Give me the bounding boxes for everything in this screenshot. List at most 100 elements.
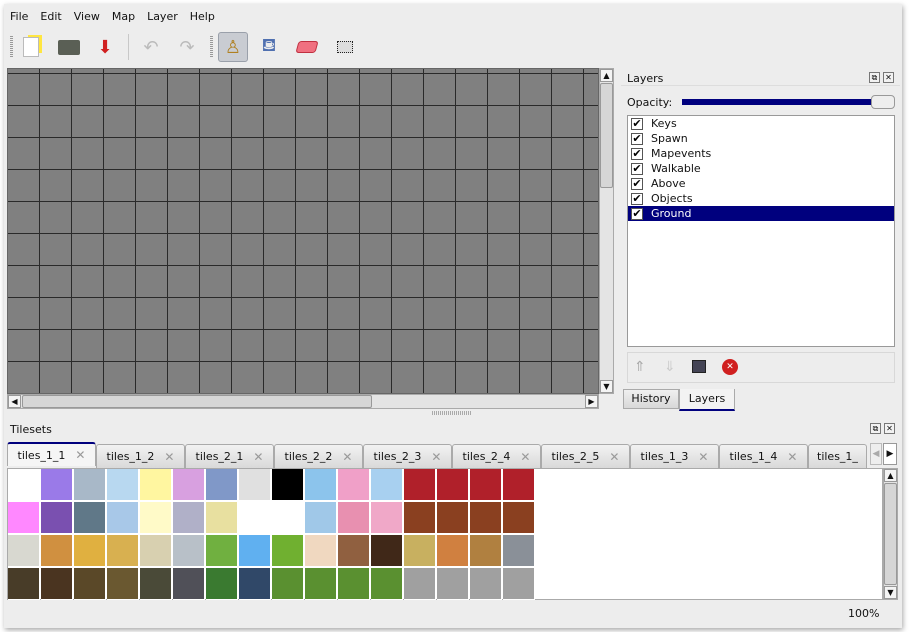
tile[interactable] <box>404 502 436 534</box>
tile[interactable] <box>8 535 40 567</box>
close-tab-icon[interactable]: ✕ <box>698 449 709 464</box>
tile[interactable] <box>8 502 40 534</box>
scroll-right-icon[interactable]: ▶ <box>585 395 598 408</box>
tile[interactable] <box>74 568 106 600</box>
close-tab-icon[interactable]: ✕ <box>253 449 264 464</box>
opacity-slider-handle[interactable] <box>871 95 895 109</box>
visibility-checkbox[interactable]: ✔ <box>631 206 643 220</box>
menu-layer[interactable]: Layer <box>147 10 178 23</box>
visibility-checkbox[interactable]: ✔ <box>631 131 643 145</box>
tile[interactable] <box>338 568 370 600</box>
tile[interactable] <box>470 535 502 567</box>
scroll-thumb[interactable] <box>22 395 372 408</box>
layer-item[interactable]: ✔ Above <box>628 176 894 191</box>
visibility-checkbox[interactable]: ✔ <box>631 146 643 160</box>
tile[interactable] <box>74 469 106 501</box>
tile[interactable] <box>503 469 535 501</box>
redo-button[interactable]: ↷ <box>172 32 202 62</box>
map-horizontal-scrollbar[interactable]: ◀ ▶ <box>7 394 599 409</box>
close-tab-icon[interactable]: ✕ <box>75 448 86 462</box>
close-tab-icon[interactable]: ✕ <box>431 449 442 464</box>
tile[interactable] <box>173 568 205 600</box>
tile[interactable] <box>206 535 238 567</box>
tile[interactable] <box>140 502 172 534</box>
new-file-button[interactable] <box>16 32 46 62</box>
tile[interactable] <box>206 469 238 501</box>
layer-item[interactable]: ✔ Mapevents <box>628 146 894 161</box>
tile[interactable] <box>371 568 403 600</box>
tile[interactable] <box>470 568 502 600</box>
tile[interactable] <box>74 502 106 534</box>
tile[interactable] <box>107 502 139 534</box>
tile[interactable] <box>107 535 139 567</box>
close-tab-icon[interactable]: ✕ <box>520 449 531 464</box>
undo-button[interactable]: ↶ <box>136 32 166 62</box>
tileset-tab[interactable]: tiles_1_ <box>808 444 867 468</box>
rect-select-button[interactable] <box>330 32 360 62</box>
map-vertical-scrollbar[interactable]: ▲ ▼ <box>599 68 614 394</box>
tile[interactable] <box>404 535 436 567</box>
duplicate-layer-icon[interactable] <box>692 360 706 373</box>
tileset-tab[interactable]: tiles_2_2 ✕ <box>274 444 363 468</box>
tileset-tab[interactable]: tiles_1_1 ✕ <box>7 442 96 466</box>
tile[interactable] <box>41 568 73 600</box>
close-tab-icon[interactable]: ✕ <box>609 449 620 464</box>
tile[interactable] <box>41 502 73 534</box>
visibility-checkbox[interactable]: ✔ <box>631 116 643 130</box>
layer-item[interactable]: ✔ Ground <box>628 206 894 221</box>
save-button[interactable]: ⬇ <box>90 32 120 62</box>
tile[interactable] <box>41 535 73 567</box>
tile[interactable] <box>437 568 469 600</box>
float-icon[interactable]: ⧉ <box>869 72 880 83</box>
tile[interactable] <box>470 502 502 534</box>
tile[interactable] <box>239 568 271 600</box>
tile[interactable] <box>404 568 436 600</box>
close-tab-icon[interactable]: ✕ <box>164 449 175 464</box>
layer-item[interactable]: ✔ Spawn <box>628 131 894 146</box>
tile[interactable] <box>371 469 403 501</box>
tile[interactable] <box>41 469 73 501</box>
scroll-up-icon[interactable]: ▲ <box>884 469 897 482</box>
tile[interactable] <box>470 469 502 501</box>
tile[interactable] <box>305 469 337 501</box>
tile[interactable] <box>272 502 304 534</box>
tileset-tab[interactable]: tiles_2_4 ✕ <box>452 444 541 468</box>
tile[interactable] <box>305 535 337 567</box>
tile[interactable] <box>239 502 271 534</box>
scroll-down-icon[interactable]: ▼ <box>600 380 613 393</box>
tile[interactable] <box>371 535 403 567</box>
scroll-left-icon[interactable]: ◀ <box>8 395 21 408</box>
tile[interactable] <box>140 469 172 501</box>
tile[interactable] <box>371 502 403 534</box>
tileset-tab[interactable]: tiles_1_4 ✕ <box>719 444 808 468</box>
scroll-up-icon[interactable]: ▲ <box>600 69 613 82</box>
layer-item[interactable]: ✔ Objects <box>628 191 894 206</box>
tile[interactable] <box>74 535 106 567</box>
tile[interactable] <box>503 568 535 600</box>
toolbar-grip[interactable] <box>10 36 13 58</box>
opacity-slider[interactable] <box>682 95 895 109</box>
remove-layer-icon[interactable]: ✕ <box>722 359 738 375</box>
tileset-tab[interactable]: tiles_1_3 ✕ <box>630 444 719 468</box>
tileset-tab[interactable]: tiles_2_1 ✕ <box>185 444 274 468</box>
stamp-brush-button[interactable]: ♙ <box>218 32 248 62</box>
tabs-scroll-right-icon[interactable]: ▶ <box>883 443 897 465</box>
map-canvas[interactable] <box>7 68 599 394</box>
visibility-checkbox[interactable]: ✔ <box>631 161 643 175</box>
tile[interactable] <box>437 535 469 567</box>
menu-file[interactable]: File <box>10 10 29 23</box>
scroll-thumb[interactable] <box>884 483 897 585</box>
tile[interactable] <box>338 469 370 501</box>
tile[interactable] <box>8 469 40 501</box>
layer-item[interactable]: ✔ Walkable <box>628 161 894 176</box>
close-icon[interactable]: ✕ <box>883 72 894 83</box>
tab-history[interactable]: History <box>623 389 679 409</box>
tile[interactable] <box>272 568 304 600</box>
tabs-scroll-left-icon[interactable]: ◀ <box>870 443 882 465</box>
tile[interactable] <box>338 535 370 567</box>
tile[interactable] <box>107 469 139 501</box>
tile[interactable] <box>437 502 469 534</box>
bucket-fill-button[interactable]: ⛾ <box>254 32 284 62</box>
move-layer-up-icon[interactable]: ⇑ <box>634 359 646 375</box>
toolbar-grip[interactable] <box>210 36 213 58</box>
